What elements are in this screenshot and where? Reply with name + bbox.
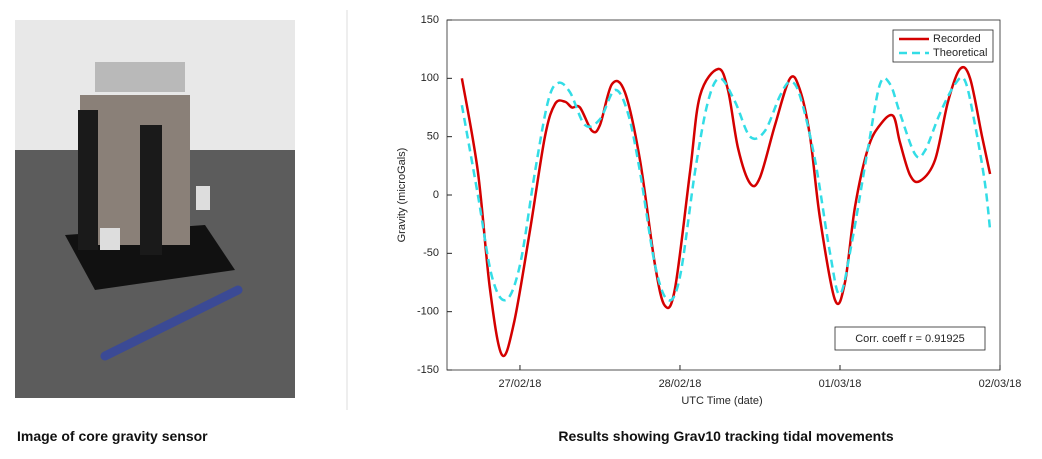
x-tick-label: 01/03/18 [819, 378, 862, 390]
y-tick-label: -100 [417, 306, 439, 318]
photo-sensor [80, 95, 190, 245]
x-axis-label: UTC Time (date) [681, 395, 762, 407]
chart-caption: Results showing Grav10 tracking tidal mo… [558, 428, 894, 444]
photo-pen [100, 285, 243, 361]
y-tick-label: -150 [417, 364, 439, 376]
data-line [460, 65, 992, 358]
y-tick-label: -50 [423, 247, 439, 259]
photo-heatsink [95, 62, 185, 92]
annotation: Corr. coeff r = 0.91925 [855, 333, 965, 345]
photo-knob [100, 228, 120, 250]
photo-plate [140, 125, 162, 255]
annotation-box [834, 326, 986, 351]
x-tick-label: 28/02/18 [659, 378, 702, 390]
image-caption: Image of core gravity sensor [17, 428, 208, 444]
legend-box [892, 29, 994, 63]
y-tick-label: 100 [421, 72, 439, 84]
y-axis-label: Gravity (microGals) [396, 148, 408, 243]
legend-label: Theoretical [933, 47, 987, 59]
photo-knob [196, 186, 210, 210]
photo-plate [78, 110, 98, 250]
x-tick-label: 27/02/18 [499, 378, 542, 390]
legend-label: Recorded [933, 33, 981, 45]
x-tick-label: 02/03/18 [979, 378, 1022, 390]
y-tick-label: 0 [433, 189, 439, 201]
y-tick-label: 50 [427, 131, 439, 143]
y-tick-label: 150 [421, 14, 439, 26]
data-line [460, 76, 992, 302]
